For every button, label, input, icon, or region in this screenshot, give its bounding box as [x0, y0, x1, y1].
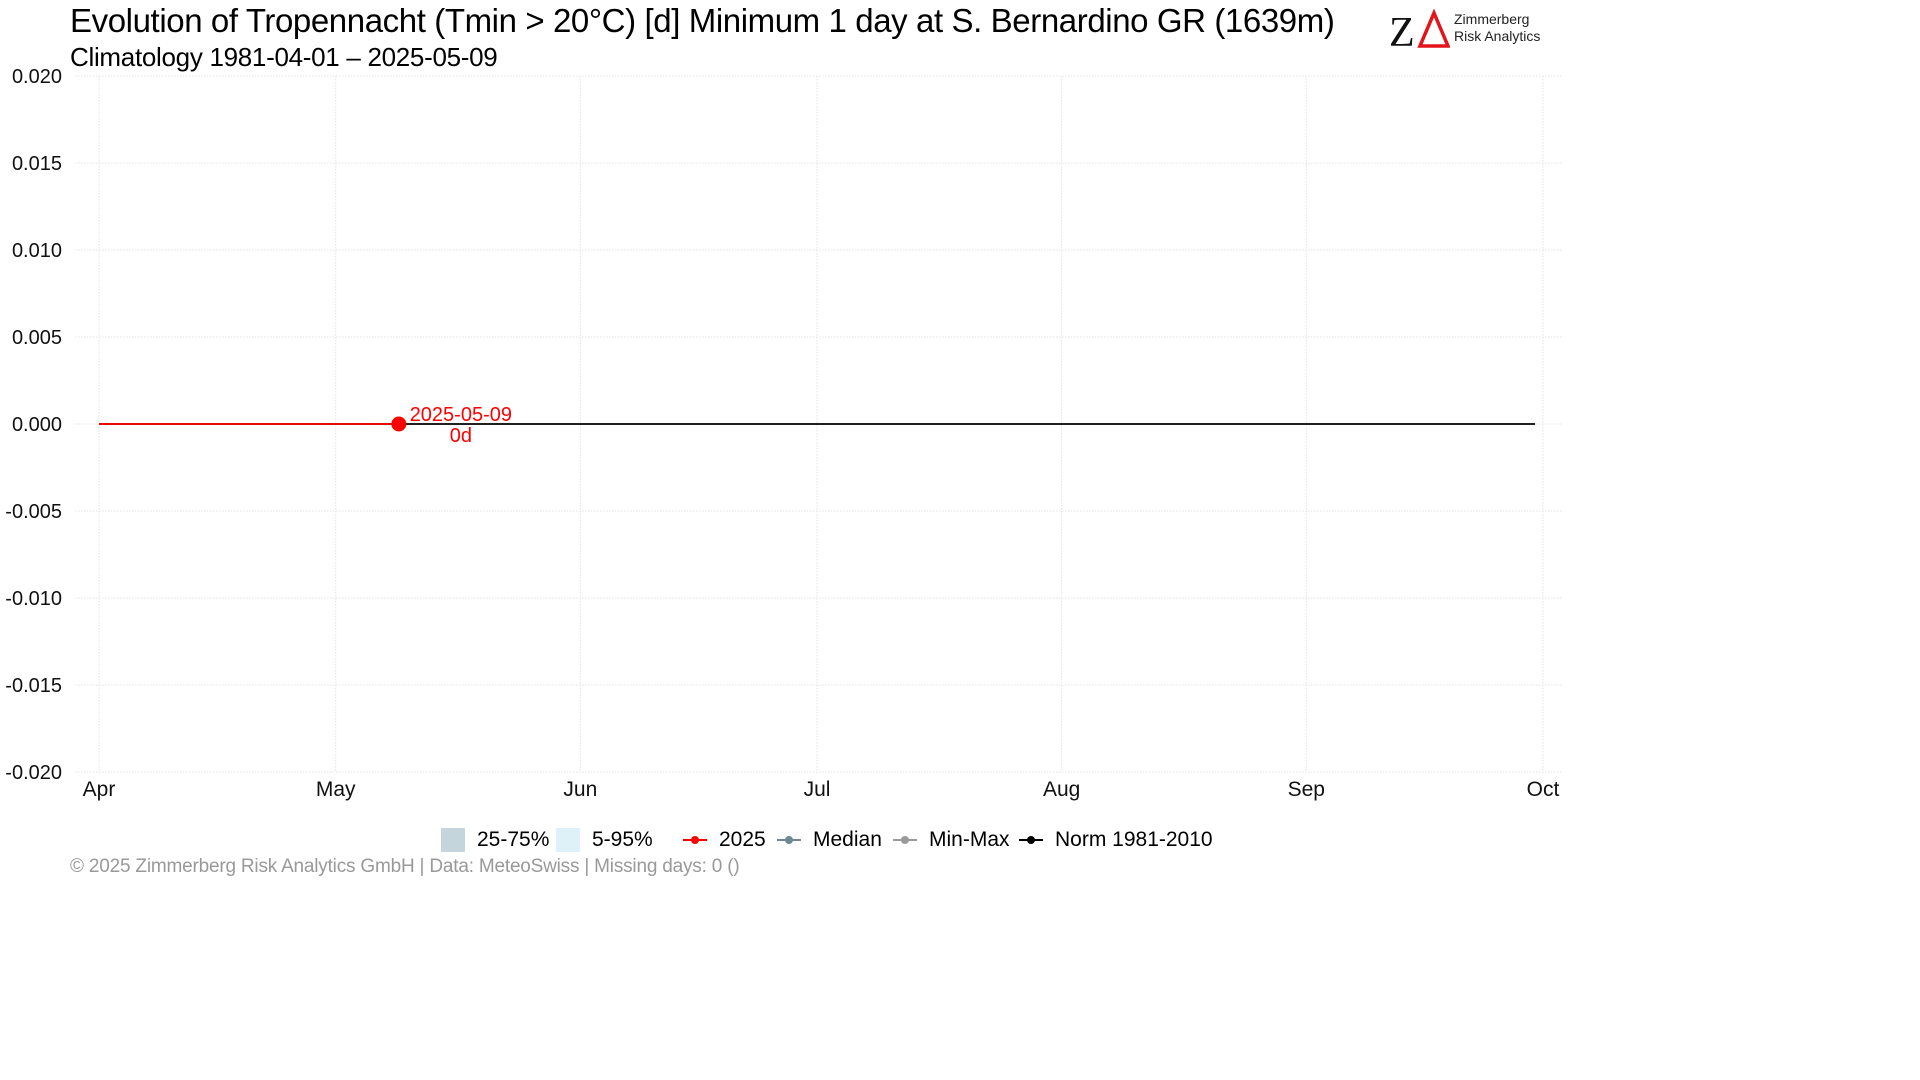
legend-item: Median — [777, 824, 882, 856]
chart-title: Evolution of Tropennacht (Tmin > 20°C) [… — [70, 2, 1335, 39]
annotation-value-label: 0d — [450, 425, 472, 447]
legend-swatch — [441, 828, 465, 852]
x-tick-label: May — [316, 778, 356, 801]
legend-label: 25-75% — [477, 828, 550, 851]
x-tick-label: Oct — [1527, 778, 1560, 801]
logo-line-2: Risk Analytics — [1454, 28, 1541, 44]
y-axis: -0.020 -0.015 -0.010 -0.005 0.000 0.005 0.010 0… — [5, 66, 62, 784]
legend-item: 5-95% — [556, 824, 653, 856]
legend-swatch — [777, 828, 801, 852]
annotation-date-label: 2025-05-09 — [410, 404, 512, 426]
line-chart: -0.020 -0.015 -0.010 -0.005 0.000 0.005 0.010 0… — [5, 66, 1562, 801]
legend-item: 2025 — [683, 824, 766, 856]
y-tick-label: 0.005 — [12, 327, 62, 349]
y-tick-label: -0.015 — [5, 675, 62, 697]
legend-label: Median — [813, 828, 882, 851]
x-tick-label: Apr — [83, 778, 116, 801]
y-tick-label: -0.010 — [5, 588, 62, 610]
legend-swatch — [1019, 828, 1043, 852]
y-tick-label: -0.020 — [5, 762, 62, 784]
x-tick-label: Sep — [1288, 778, 1325, 801]
y-tick-label: 0.015 — [12, 153, 62, 175]
legend-item: Min-Max — [893, 824, 1010, 856]
chart-subtitle: Climatology 1981-04-01 – 2025-05-09 — [70, 42, 498, 72]
svg-text:Z: Z — [1389, 10, 1415, 52]
logo-line-1: Zimmerberg — [1454, 11, 1530, 27]
current-value-point — [391, 416, 407, 432]
legend-label: Norm 1981-2010 — [1055, 828, 1213, 851]
y-tick-label: -0.005 — [5, 501, 62, 523]
legend-item: 25-75% — [441, 824, 549, 856]
x-axis: Apr May Jun Jul Aug Sep Oct — [83, 778, 1560, 801]
logo-text: Zimmerberg Risk Analytics — [1454, 11, 1540, 45]
chart-legend: 25-75% 5-95% 2025 Median Min-Max Norm 1981-20… — [0, 824, 1568, 856]
company-logo: Z Zimmerberg Risk Analytics — [1388, 8, 1548, 52]
legend-item: Norm 1981-2010 — [1019, 824, 1213, 856]
x-tick-label: Jul — [804, 778, 831, 801]
y-tick-label: 0.020 — [12, 66, 62, 88]
zimmerberg-logo-icon: Z — [1389, 8, 1450, 52]
legend-swatch — [893, 828, 917, 852]
footer-credits: © 2025 Zimmerberg Risk Analytics GmbH | … — [70, 856, 740, 877]
legend-label: 2025 — [719, 828, 766, 851]
y-tick-label: 0.010 — [12, 240, 62, 262]
x-tick-label: Jun — [563, 778, 597, 801]
x-tick-label: Aug — [1043, 778, 1080, 801]
legend-swatch — [683, 828, 707, 852]
legend-swatch — [556, 828, 580, 852]
legend-label: Min-Max — [929, 828, 1010, 851]
legend-label: 5-95% — [592, 828, 653, 851]
y-tick-label: 0.000 — [12, 414, 62, 436]
